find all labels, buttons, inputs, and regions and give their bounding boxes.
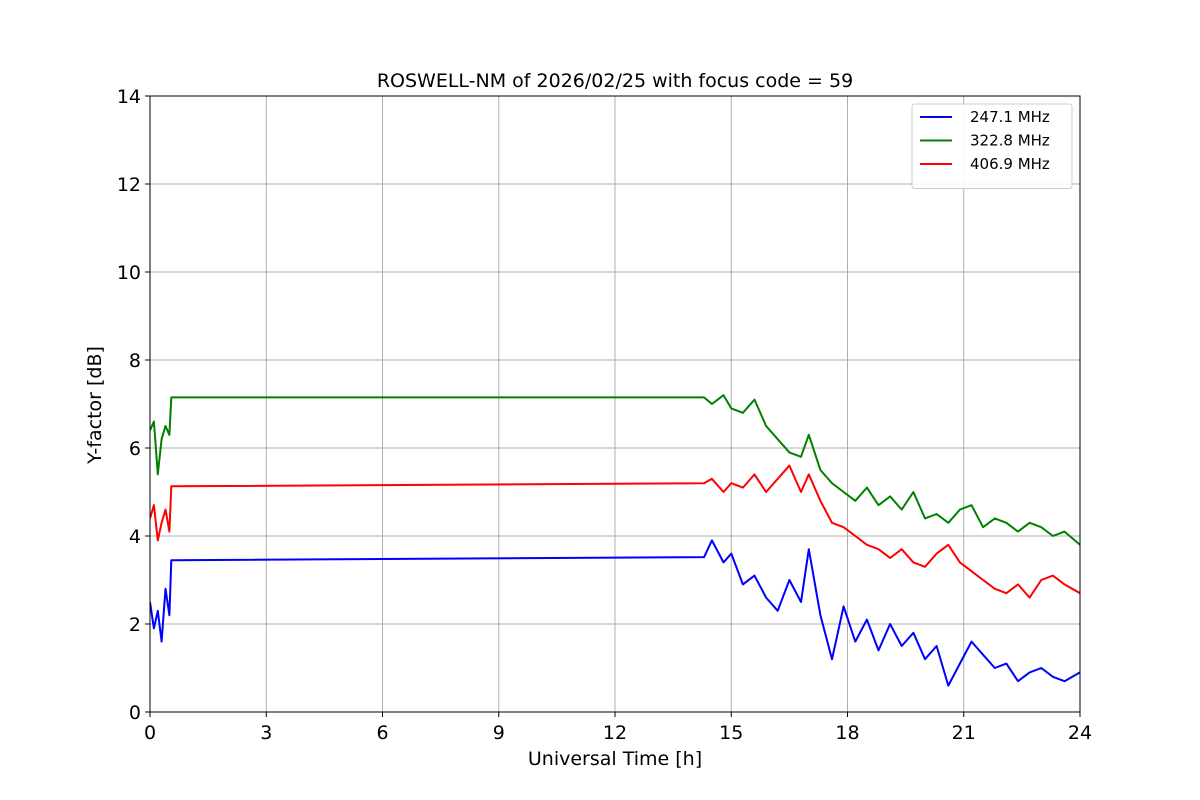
y-tick-label: 12 — [117, 174, 141, 196]
x-tick-label: 18 — [835, 722, 859, 744]
x-tick-label: 6 — [376, 722, 388, 744]
x-tick-label: 15 — [719, 722, 743, 744]
x-axis-label: Universal Time [h] — [528, 748, 702, 770]
y-tick-label: 2 — [129, 614, 141, 636]
legend-label: 322.8 MHz — [970, 132, 1050, 150]
series-layer — [150, 394, 1080, 687]
y-tick-label: 14 — [117, 86, 141, 108]
chart-title: ROSWELL-NM of 2026/02/25 with focus code… — [377, 70, 853, 92]
y-axis: 0 2 4 6 8 10 12 14 — [117, 86, 150, 724]
series-line — [150, 464, 1080, 599]
x-axis: 0 3 6 9 12 15 18 21 24 — [144, 712, 1092, 744]
y-tick-label: 4 — [129, 526, 141, 548]
x-tick-label: 3 — [260, 722, 272, 744]
x-tick-label: 12 — [603, 722, 627, 744]
series-line — [150, 539, 1080, 687]
x-tick-label: 9 — [493, 722, 505, 744]
y-tick-label: 10 — [117, 262, 141, 284]
series-line — [150, 394, 1080, 546]
legend: 247.1 MHz 322.8 MHz 406.9 MHz — [911, 103, 1073, 189]
x-tick-label: 24 — [1068, 722, 1092, 744]
x-tick-label: 0 — [144, 722, 156, 744]
legend-label: 406.9 MHz — [970, 155, 1050, 173]
legend-box — [911, 103, 1073, 189]
y-tick-label: 8 — [129, 350, 141, 372]
y-axis-label: Y-factor [dB] — [84, 346, 106, 465]
legend-label: 247.1 MHz — [970, 108, 1050, 126]
y-tick-label: 0 — [129, 702, 141, 724]
x-tick-label: 21 — [952, 722, 976, 744]
y-tick-label: 6 — [129, 438, 141, 460]
